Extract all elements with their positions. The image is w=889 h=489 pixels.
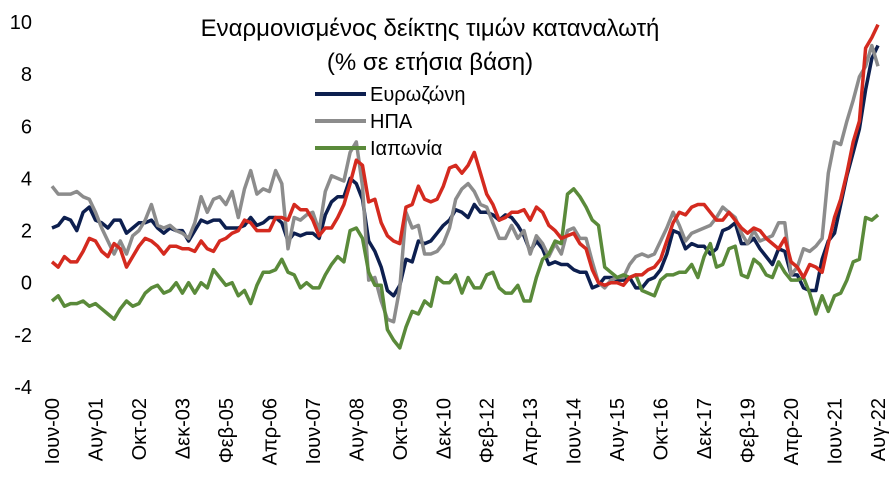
legend-label: ΗΠΑ: [370, 111, 413, 133]
y-tick-label: 8: [21, 64, 32, 86]
x-tick-label: Απρ-13: [520, 398, 542, 465]
legend-label: Ευρωζώνη: [370, 84, 466, 106]
y-tick-label: 10: [10, 12, 32, 34]
x-tick-label: Φεβ-19: [738, 398, 760, 463]
x-tick-label: Δεκ-03: [172, 398, 194, 459]
series-line: [50, 43, 880, 324]
series-line: [50, 187, 880, 350]
y-tick-label: 2: [21, 221, 32, 243]
x-tick-label: Ιουν-00: [42, 398, 64, 465]
series-line: [50, 23, 880, 288]
chart-title: Εναρμονισμένος δείκτης τιμών καταναλωτή: [201, 15, 660, 42]
y-tick-label: -4: [14, 377, 32, 399]
x-tick-label: Φεβ-05: [216, 398, 238, 463]
x-tick-label: Απρ-20: [781, 398, 803, 465]
x-tick-label: Δεκ-17: [694, 398, 716, 459]
x-tick-label: Αυγ-15: [607, 398, 629, 461]
x-tick-label: Οκτ-09: [390, 398, 412, 460]
x-tick-label: Αυγ-22: [868, 398, 889, 461]
x-tick-label: Φεβ-12: [477, 398, 499, 463]
x-tick-label: Αυγ-01: [85, 398, 107, 461]
x-tick-label: Οκτ-02: [129, 398, 151, 460]
x-tick-label: Ιουν-21: [825, 398, 847, 465]
x-tick-label: Απρ-06: [259, 398, 281, 465]
y-tick-label: -2: [14, 325, 32, 347]
x-tick-label: Ιουν-14: [564, 398, 586, 465]
x-tick-label: Ιουν-07: [303, 398, 325, 465]
legend-label: Ιαπωνία: [370, 138, 442, 160]
x-tick-label: Οκτ-16: [651, 398, 673, 460]
x-tick-label: Αυγ-08: [346, 398, 368, 461]
y-tick-label: 4: [21, 168, 32, 190]
chart-title: (% σε ετήσια βάση): [327, 49, 533, 76]
y-tick-label: 6: [21, 116, 32, 138]
x-tick-label: Δεκ-10: [433, 398, 455, 459]
y-tick-label: 0: [21, 273, 32, 295]
